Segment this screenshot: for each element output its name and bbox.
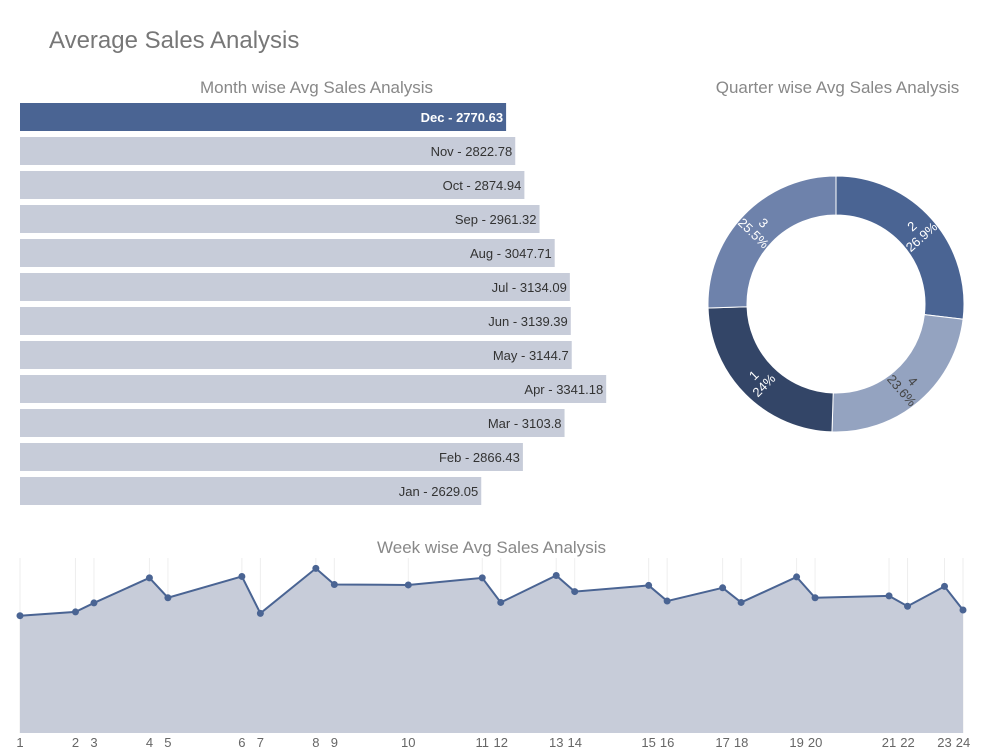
week-point-21[interactable]	[885, 592, 893, 600]
bar-label-may: May - 3144.7	[493, 348, 569, 363]
bar-oct[interactable]	[20, 171, 525, 199]
week-tick-23: 23	[937, 735, 951, 750]
week-tick-12: 12	[494, 735, 508, 750]
week-tick-9: 9	[331, 735, 338, 750]
bar-may[interactable]	[20, 341, 572, 369]
bar-label-jul: Jul - 3134.09	[492, 280, 567, 295]
bar-apr[interactable]	[20, 375, 607, 403]
week-tick-20: 20	[808, 735, 822, 750]
week-point-14[interactable]	[571, 588, 579, 596]
week-point-13[interactable]	[552, 572, 560, 579]
week-point-5[interactable]	[164, 594, 172, 602]
week-point-9[interactable]	[330, 580, 338, 588]
bar-sep[interactable]	[20, 205, 540, 233]
week-point-12[interactable]	[497, 598, 505, 606]
bar-jul[interactable]	[20, 273, 570, 301]
week-chart-title: Week wise Avg Sales Analysis	[377, 538, 606, 557]
week-area-chart: 1 2 3 4 5 6 7 8 9 10 11 12 13 14 15 16 17 18 19 20 21 22 23 24	[16, 558, 970, 750]
week-area-fill	[20, 568, 963, 733]
bar-jun[interactable]	[20, 307, 571, 335]
week-point-24[interactable]	[959, 606, 967, 614]
week-tick-24: 24	[956, 735, 970, 750]
week-tick-16: 16	[660, 735, 674, 750]
week-tick-13: 13	[549, 735, 563, 750]
quarter-chart-title: Quarter wise Avg Sales Analysis	[715, 78, 960, 97]
slice-q1[interactable]	[707, 306, 834, 433]
bar-aug[interactable]	[20, 239, 555, 267]
week-point-8[interactable]	[312, 564, 320, 572]
week-tick-5: 5	[164, 735, 171, 750]
bar-label-sep: Sep - 2961.32	[455, 212, 537, 227]
bar-label-apr: Apr - 3341.18	[524, 382, 603, 397]
bar-label-mar: Mar - 3103.8	[488, 416, 562, 431]
week-tick-2: 2	[72, 735, 79, 750]
week-tick-1: 1	[16, 735, 23, 750]
week-point-23[interactable]	[941, 582, 949, 590]
week-point-4[interactable]	[145, 574, 153, 582]
week-tick-4: 4	[146, 735, 153, 750]
bar-label-oct: Oct - 2874.94	[443, 178, 522, 193]
bar-label-jan: Jan - 2629.05	[399, 484, 479, 499]
bar-label-aug: Aug - 3047.71	[470, 246, 552, 261]
week-point-15[interactable]	[645, 581, 653, 589]
week-point-18[interactable]	[737, 598, 745, 606]
week-tick-22: 22	[900, 735, 914, 750]
month-chart-title: Month wise Avg Sales Analysis	[199, 78, 434, 97]
week-point-1[interactable]	[16, 612, 24, 620]
bar-label-dec: Dec - 2770.63	[421, 110, 503, 125]
week-tick-14: 14	[567, 735, 581, 750]
week-point-17[interactable]	[719, 584, 727, 592]
bar-feb[interactable]	[20, 443, 523, 471]
week-tick-8: 8	[312, 735, 319, 750]
week-point-11[interactable]	[478, 574, 486, 582]
week-tick-6: 6	[238, 735, 245, 750]
week-point-16[interactable]	[663, 597, 671, 605]
quarter-donut-chart: 226.9%423.6%124%325.5%	[707, 175, 965, 433]
slice-q3[interactable]	[707, 175, 837, 309]
week-tick-15: 15	[641, 735, 655, 750]
week-point-19[interactable]	[793, 573, 801, 581]
week-point-22[interactable]	[904, 602, 912, 610]
week-tick-11: 11	[476, 735, 490, 750]
week-point-2[interactable]	[71, 608, 79, 616]
week-tick-21: 21	[882, 735, 896, 750]
week-point-7[interactable]	[256, 609, 264, 617]
week-tick-7: 7	[257, 735, 264, 750]
bar-dec[interactable]	[20, 103, 507, 131]
page-title: Average Sales Analysis	[49, 27, 300, 54]
bar-label-jun: Jun - 3139.39	[488, 314, 568, 329]
bar-nov[interactable]	[20, 137, 516, 165]
bar-mar[interactable]	[20, 409, 565, 437]
week-tick-19: 19	[789, 735, 803, 750]
slice-q2[interactable]	[835, 175, 965, 320]
week-point-20[interactable]	[811, 594, 819, 602]
bar-jan[interactable]	[20, 477, 482, 505]
bar-label-nov: Nov - 2822.78	[431, 144, 513, 159]
week-point-6[interactable]	[238, 572, 246, 580]
month-bar-chart: Dec - 2770.63 Nov - 2822.78 Oct - 2874.94 S…	[20, 103, 607, 505]
week-tick-18: 18	[734, 735, 748, 750]
week-point-10[interactable]	[404, 581, 412, 589]
week-tick-10: 10	[401, 735, 415, 750]
week-tick-3: 3	[90, 735, 97, 750]
week-tick-17: 17	[715, 735, 729, 750]
week-line	[19, 567, 964, 617]
week-point-3[interactable]	[90, 599, 98, 607]
bar-label-feb: Feb - 2866.43	[439, 450, 520, 465]
